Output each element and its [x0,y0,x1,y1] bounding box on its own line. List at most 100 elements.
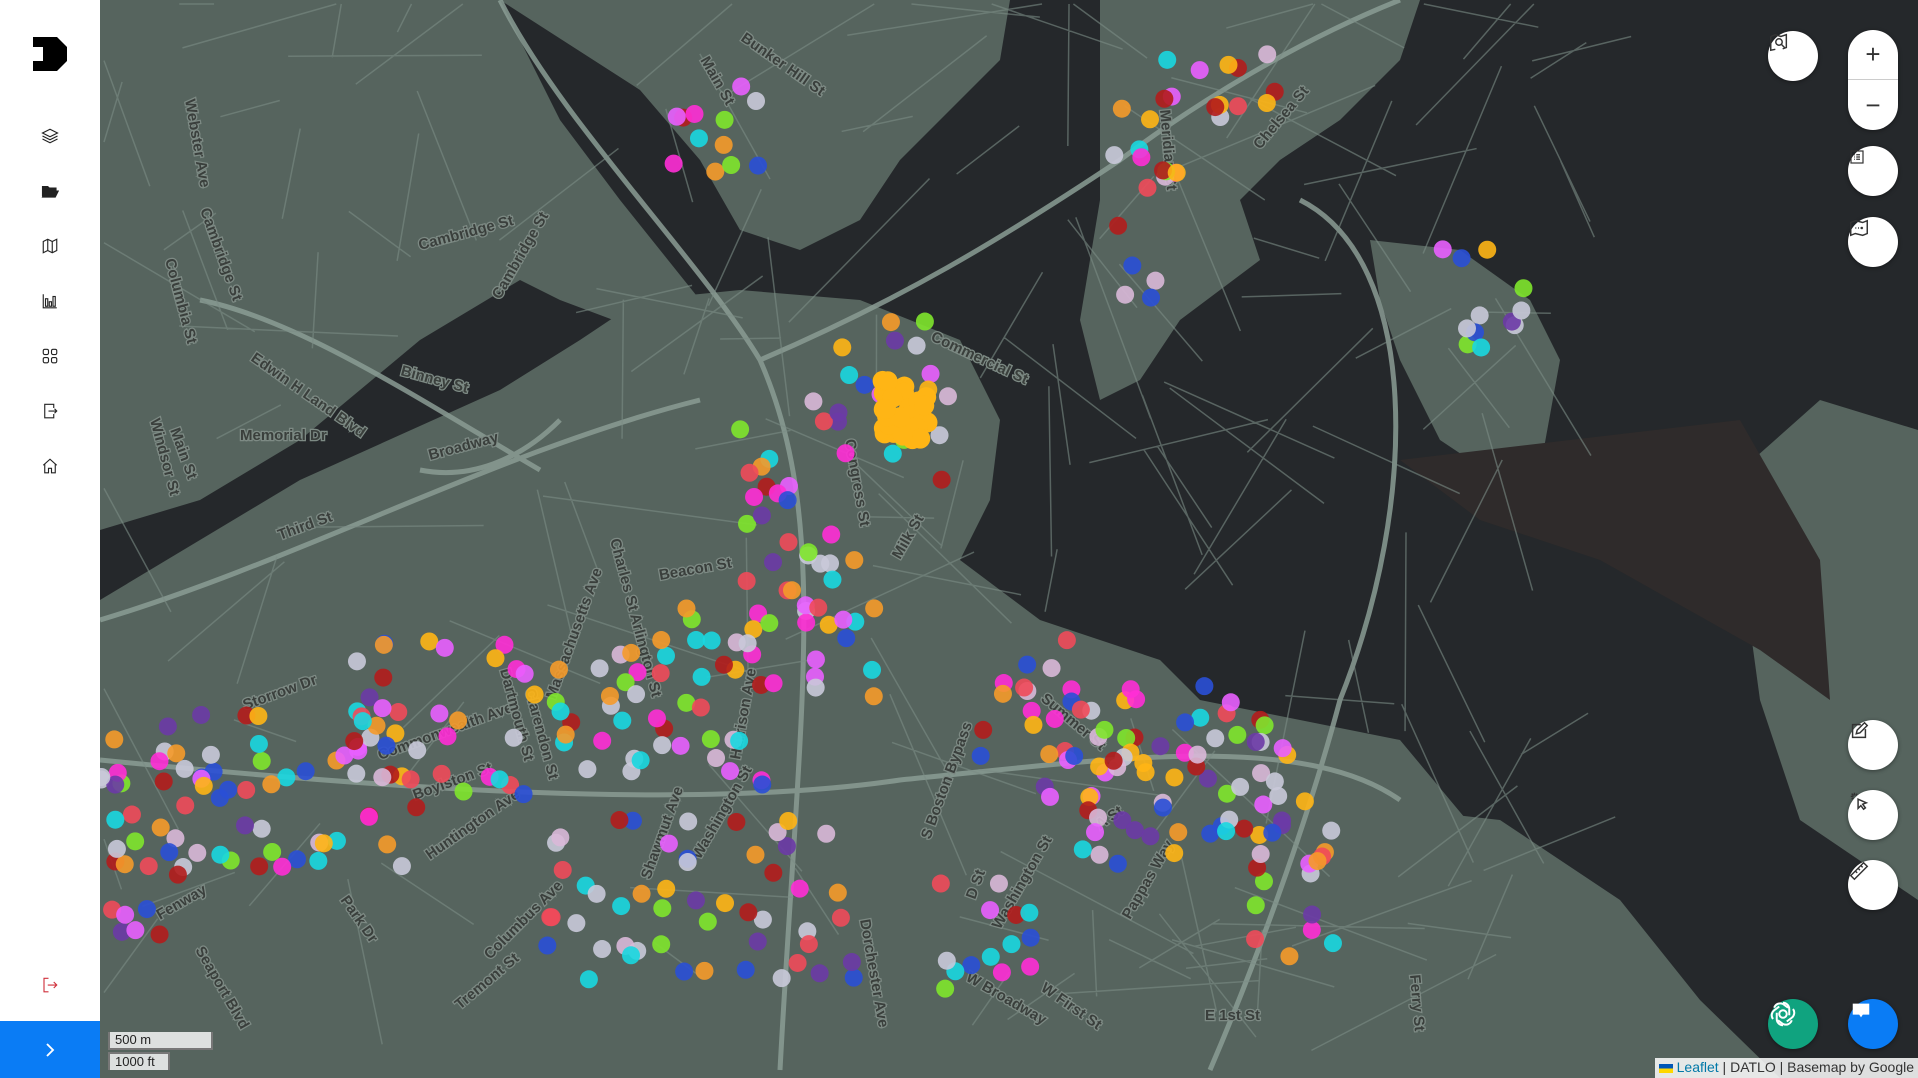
data-point[interactable] [656,646,675,665]
data-point[interactable] [514,785,533,804]
data-point[interactable] [1308,852,1327,871]
data-point[interactable] [549,660,568,679]
data-point[interactable] [749,156,768,175]
data-point[interactable] [1141,827,1160,846]
data-point[interactable] [420,632,439,651]
data-point[interactable] [836,444,855,463]
data-point[interactable] [881,313,900,332]
data-point[interactable] [1254,872,1273,891]
data-point[interactable] [1303,905,1322,924]
data-point[interactable] [821,554,840,573]
data-point[interactable] [107,839,126,858]
data-point[interactable] [1024,715,1043,734]
data-point[interactable] [1136,763,1155,782]
data-point[interactable] [806,650,825,669]
data-point[interactable] [1229,97,1248,116]
data-point[interactable] [100,767,111,786]
data-point[interactable] [567,914,586,933]
data-point[interactable] [314,834,333,853]
data-point[interactable] [844,968,863,987]
data-point[interactable] [407,798,426,817]
data-point[interactable] [679,812,698,831]
data-point[interactable] [829,403,848,422]
data-point[interactable] [593,940,612,959]
data-point[interactable] [175,759,194,778]
data-point[interactable] [1041,787,1060,806]
data-point[interactable] [698,912,717,931]
data-point[interactable] [828,883,847,902]
data-point[interactable] [1258,45,1277,64]
data-point[interactable] [689,129,708,148]
data-point[interactable] [106,810,125,829]
data-point[interactable] [296,762,315,781]
data-point[interactable] [1165,768,1184,787]
data-point[interactable] [593,731,612,750]
data-point[interactable] [249,734,268,753]
data-point[interactable] [915,312,934,331]
data-point[interactable] [814,412,833,431]
data-point[interactable] [981,947,1000,966]
data-point[interactable] [652,631,671,650]
data-point[interactable] [167,744,186,763]
data-point[interactable] [309,851,328,870]
logout-button[interactable] [38,973,62,997]
data-point[interactable] [1188,745,1207,764]
data-point[interactable] [714,135,733,154]
data-point[interactable] [1167,163,1186,182]
data-point[interactable] [1002,935,1021,954]
data-point[interactable] [1151,737,1170,756]
sidebar-item-export[interactable] [38,399,62,423]
data-point[interactable] [739,903,758,922]
leaflet-link[interactable]: Leaflet [1676,1059,1719,1075]
sidebar-item-chart[interactable] [38,289,62,313]
data-point[interactable] [1273,739,1292,758]
data-point[interactable] [885,331,904,350]
data-point[interactable] [1198,769,1217,788]
data-point[interactable] [974,720,993,739]
data-point[interactable] [721,762,740,781]
data-point[interactable] [1246,896,1265,915]
data-point[interactable] [1235,819,1254,838]
data-point[interactable] [938,387,957,406]
chatgpt-button[interactable] [1768,999,1818,1049]
data-point[interactable] [252,752,271,771]
data-point[interactable] [1142,288,1161,307]
data-point[interactable] [809,598,828,617]
data-point[interactable] [779,533,798,552]
data-point[interactable] [647,709,666,728]
data-point[interactable] [401,770,420,789]
data-point[interactable] [738,514,757,533]
data-point[interactable] [989,874,1008,893]
data-point[interactable] [1302,920,1321,939]
data-point[interactable] [1090,845,1109,864]
data-point[interactable] [168,865,187,884]
data-point[interactable] [1154,161,1173,180]
data-point[interactable] [1176,713,1195,732]
data-point[interactable] [993,684,1012,703]
data-point[interactable] [788,953,807,972]
data-point[interactable] [657,879,676,898]
data-point[interactable] [1263,823,1282,842]
data-point[interactable] [1112,99,1131,118]
data-point[interactable] [622,946,641,965]
data-point[interactable] [864,687,883,706]
data-point[interactable] [616,673,635,692]
data-point[interactable] [1295,792,1314,811]
data-point[interactable] [1169,823,1188,842]
data-point[interactable] [730,731,749,750]
data-point[interactable] [738,634,757,653]
data-point[interactable] [715,110,734,129]
data-point[interactable] [1125,821,1144,840]
data-point[interactable] [1158,50,1177,69]
data-point[interactable] [192,705,211,724]
data-point[interactable] [981,901,1000,920]
data-point[interactable] [817,824,836,843]
data-point[interactable] [722,156,741,175]
data-point[interactable] [1452,249,1471,268]
data-point[interactable] [432,764,451,783]
data-point[interactable] [235,816,254,835]
data-point[interactable] [1478,240,1497,259]
data-point[interactable] [1269,786,1288,805]
zoom-out-button[interactable]: − [1865,89,1881,120]
data-point[interactable] [1201,824,1220,843]
